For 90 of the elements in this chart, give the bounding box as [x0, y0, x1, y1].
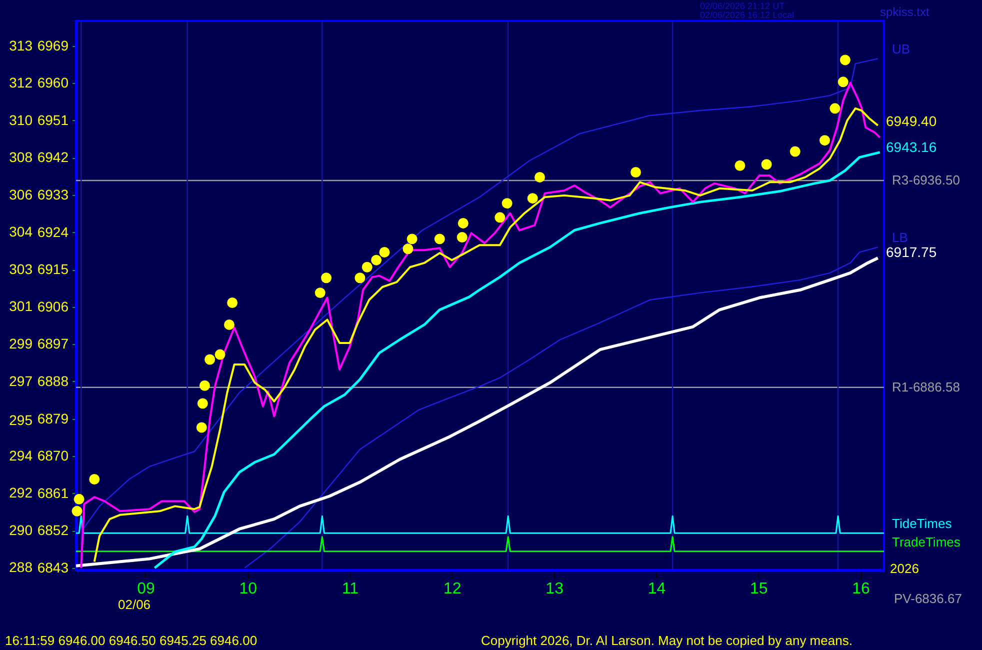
- y2-tick-label: 308: [9, 149, 33, 166]
- point: [72, 506, 82, 516]
- x-tick-label: 15: [750, 580, 768, 598]
- series-label: UB: [892, 42, 910, 57]
- y2-tick-label: 295: [9, 412, 33, 428]
- y-tick-label: 6924: [37, 224, 69, 240]
- point: [790, 146, 800, 157]
- text: Copyright 2026, Dr. Al Larson. May not be copied by any means.: [481, 633, 852, 648]
- y-tick-label: 6879: [37, 410, 69, 426]
- y2-tick-label: 304: [9, 224, 33, 240]
- x-tick-label: 11: [342, 580, 359, 598]
- series-label: LB: [892, 230, 908, 246]
- point: [204, 354, 216, 365]
- y-tick-label: 6888: [37, 372, 69, 389]
- point: [227, 298, 238, 308]
- x-tick-label: 16: [852, 580, 870, 598]
- point: [456, 232, 468, 243]
- y2-tick-label: 306: [9, 186, 33, 202]
- x-tick-label: 12: [444, 580, 462, 598]
- point: [362, 262, 372, 272]
- x-tick-label: 09: [137, 580, 155, 598]
- line-series: [74, 256, 880, 568]
- point: [502, 198, 512, 209]
- x-tick-label: 14: [648, 580, 666, 598]
- y2-tick-label: 299: [9, 336, 33, 352]
- point: [527, 193, 538, 204]
- point: [402, 244, 414, 254]
- point: [840, 54, 850, 66]
- point: [74, 494, 84, 504]
- y2-tick-label: 297: [9, 372, 33, 389]
- point: [761, 159, 772, 170]
- point: [406, 234, 418, 244]
- text: 6949.40: [886, 113, 937, 129]
- y2-tick-label: 288: [9, 559, 33, 576]
- point: [371, 254, 382, 266]
- y-tick-label: 6933: [37, 186, 69, 203]
- text: 6917.75: [886, 244, 937, 260]
- point: [830, 103, 840, 114]
- point: [214, 349, 226, 360]
- point: [224, 319, 234, 330]
- point: [199, 380, 210, 391]
- y-tick-label: 6960: [37, 74, 69, 91]
- y-tick-label: 6915: [37, 261, 69, 278]
- text: 02/06: [118, 597, 151, 612]
- series-label: TradeTimes: [892, 534, 961, 550]
- text: 02/06/2026 21:12 UT: [700, 1, 786, 11]
- x-tick-label: 10: [239, 580, 258, 598]
- point: [314, 288, 326, 298]
- point: [458, 218, 468, 228]
- y2-tick-label: 303: [9, 261, 33, 277]
- y2-tick-label: 294: [9, 447, 33, 464]
- point: [196, 422, 207, 433]
- y-tick-label: 6870: [37, 448, 69, 464]
- line-series: [244, 246, 878, 569]
- point: [820, 135, 830, 146]
- point: [89, 474, 100, 484]
- text: spkiss.txt: [880, 5, 930, 19]
- y-tick-label: 6951: [37, 112, 69, 128]
- point: [197, 398, 208, 409]
- y-tick-label: 6852: [37, 522, 69, 538]
- y-tick-label: 6861: [37, 484, 69, 501]
- y2-tick-label: 292: [9, 484, 33, 501]
- point: [734, 160, 746, 171]
- point: [321, 272, 332, 284]
- y2-tick-label: 301: [9, 298, 33, 314]
- y2-tick-label: 312: [9, 74, 33, 91]
- y2-tick-label: 290: [9, 522, 33, 538]
- text: 2026: [890, 561, 919, 576]
- point: [379, 246, 390, 258]
- y-tick-label: 6897: [37, 336, 69, 352]
- point: [838, 76, 848, 88]
- text: 16:11:59 6946.00 6946.50 6945.25 6946.00: [5, 633, 258, 648]
- point: [354, 272, 366, 284]
- text: PV-6836.67: [894, 591, 962, 606]
- y-tick-label: 6843: [37, 559, 69, 576]
- point: [630, 167, 642, 178]
- text: 6943.16: [886, 139, 937, 155]
- series-label: TideTimes: [892, 516, 952, 532]
- y-tick-label: 6969: [37, 37, 69, 54]
- point: [494, 212, 506, 223]
- y2-tick-label: 313: [9, 37, 33, 54]
- point: [434, 234, 445, 244]
- y-tick-label: 6906: [37, 298, 69, 314]
- y-tick-label: 6942: [37, 149, 69, 166]
- text: 02/06/2026 16:12 Local: [700, 10, 794, 20]
- point: [534, 172, 545, 182]
- ref-line-label: R3-6936.50: [892, 172, 960, 188]
- x-tick-label: 13: [546, 580, 564, 598]
- y2-tick-label: 310: [9, 112, 33, 128]
- ref-line-label: R1-6886.58: [892, 379, 960, 394]
